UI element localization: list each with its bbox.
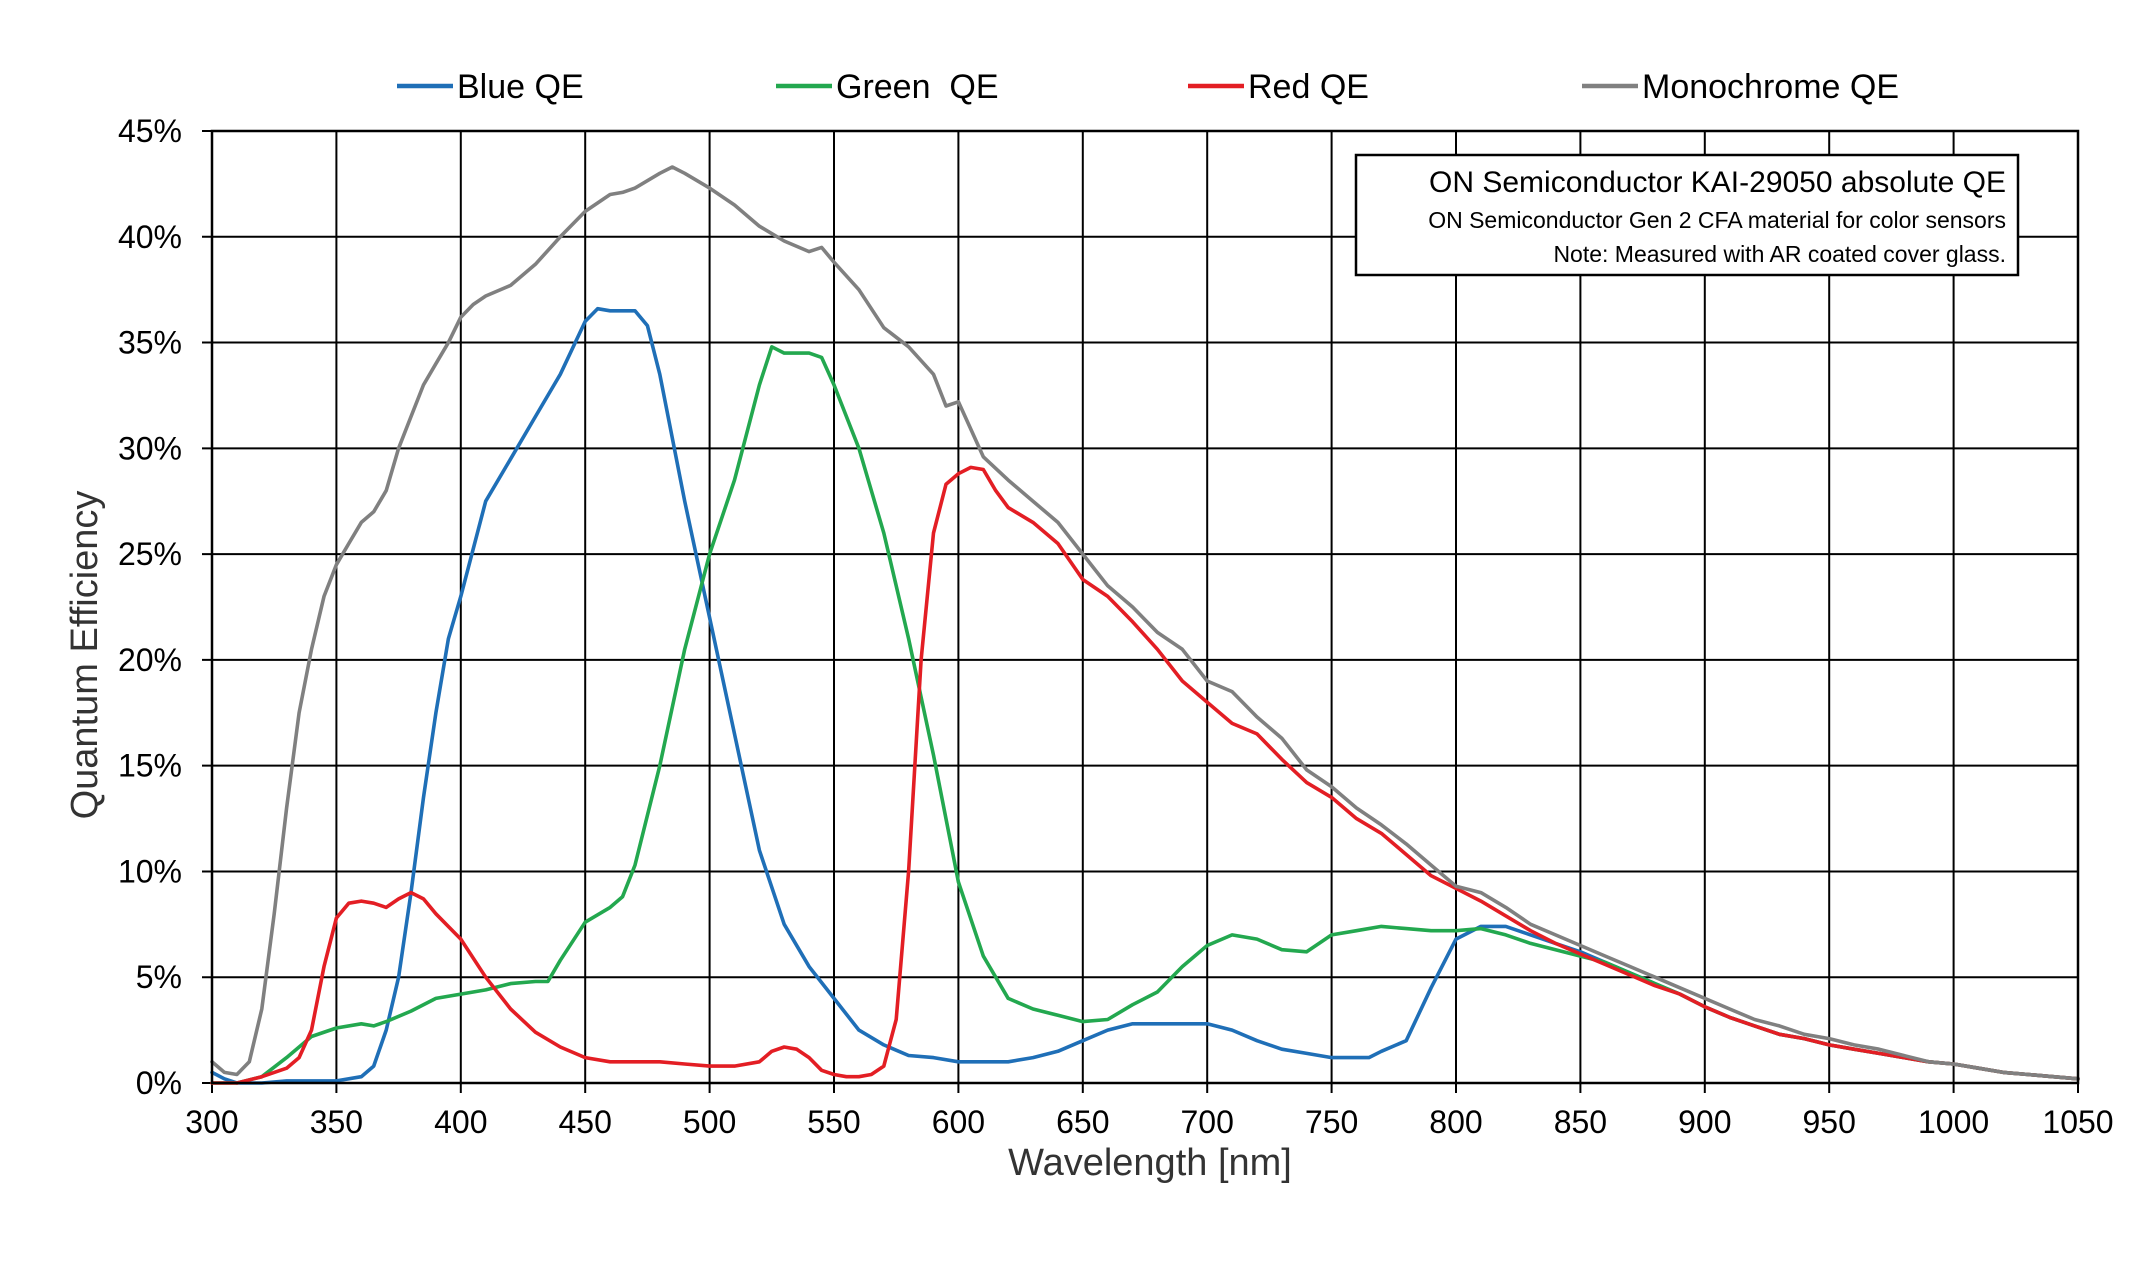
legend: Blue QE Green QE Red QE Monochrome QE [397,68,1899,106]
x-tick-label: 600 [932,1104,985,1140]
x-tick-label: 750 [1305,1104,1358,1140]
y-tick-label: 10% [118,853,182,889]
y-tick-label: 40% [118,219,182,255]
y-tick-label: 30% [118,430,182,466]
x-tick-label: 700 [1181,1104,1234,1140]
annotation-title: ON Semiconductor KAI-29050 absolute QE [1429,166,2006,199]
y-tick-label: 25% [118,536,182,572]
annotation-line-1: ON Semiconductor Gen 2 CFA material for … [1428,207,2006,233]
series-line-red-qe [210,465,2080,1085]
x-tick-label: 450 [559,1104,612,1140]
x-tick-labels: 300 350 400 450 500 550 600 650 700 750 800 850 900 9… [185,1104,2113,1140]
x-tick-label: 950 [1803,1104,1856,1140]
y-tick-label: 45% [118,113,182,149]
x-tick-label: 350 [310,1104,363,1140]
x-tick-label: 850 [1554,1104,1607,1140]
annotation-line-2: Note: Measured with AR coated cover glas… [1553,241,2006,267]
legend-label-monochrome-qe: Monochrome QE [1642,68,1899,106]
y-tick-label: 15% [118,748,182,784]
x-tick-label: 800 [1429,1104,1482,1140]
annotation-box: ON Semiconductor KAI-29050 absolute QE O… [1354,153,2020,277]
series-lines [210,165,2080,1085]
x-tick-label: 550 [807,1104,860,1140]
x-tick-label: 1050 [2042,1104,2113,1140]
x-axis-title: Wavelength [nm] [1008,1142,1292,1184]
y-tick-label: 0% [136,1065,182,1101]
x-tick-label: 1000 [1918,1104,1989,1140]
x-tick-label: 400 [434,1104,487,1140]
annotation-frame [1354,153,2020,277]
y-tick-labels: 0% 5% 10% 15% 20% 25% 30% 35% 40% 45% [118,113,182,1101]
legend-label-red-qe: Red QE [1248,68,1369,106]
y-tick-label: 35% [118,325,182,361]
x-tick-label: 300 [185,1104,238,1140]
y-tick-label: 5% [136,959,182,995]
x-tick-label: 500 [683,1104,736,1140]
legend-label-green-qe: Green QE [836,68,999,106]
x-tick-label: 900 [1678,1104,1731,1140]
plot-frame [210,129,2080,1085]
x-tick-label: 650 [1056,1104,1109,1140]
y-axis-title: Quantum Efficiency [64,491,106,820]
series-line-monochrome-qe [210,165,2080,1081]
y-tick-label: 20% [118,642,182,678]
legend-label-blue-qe: Blue QE [457,68,584,106]
